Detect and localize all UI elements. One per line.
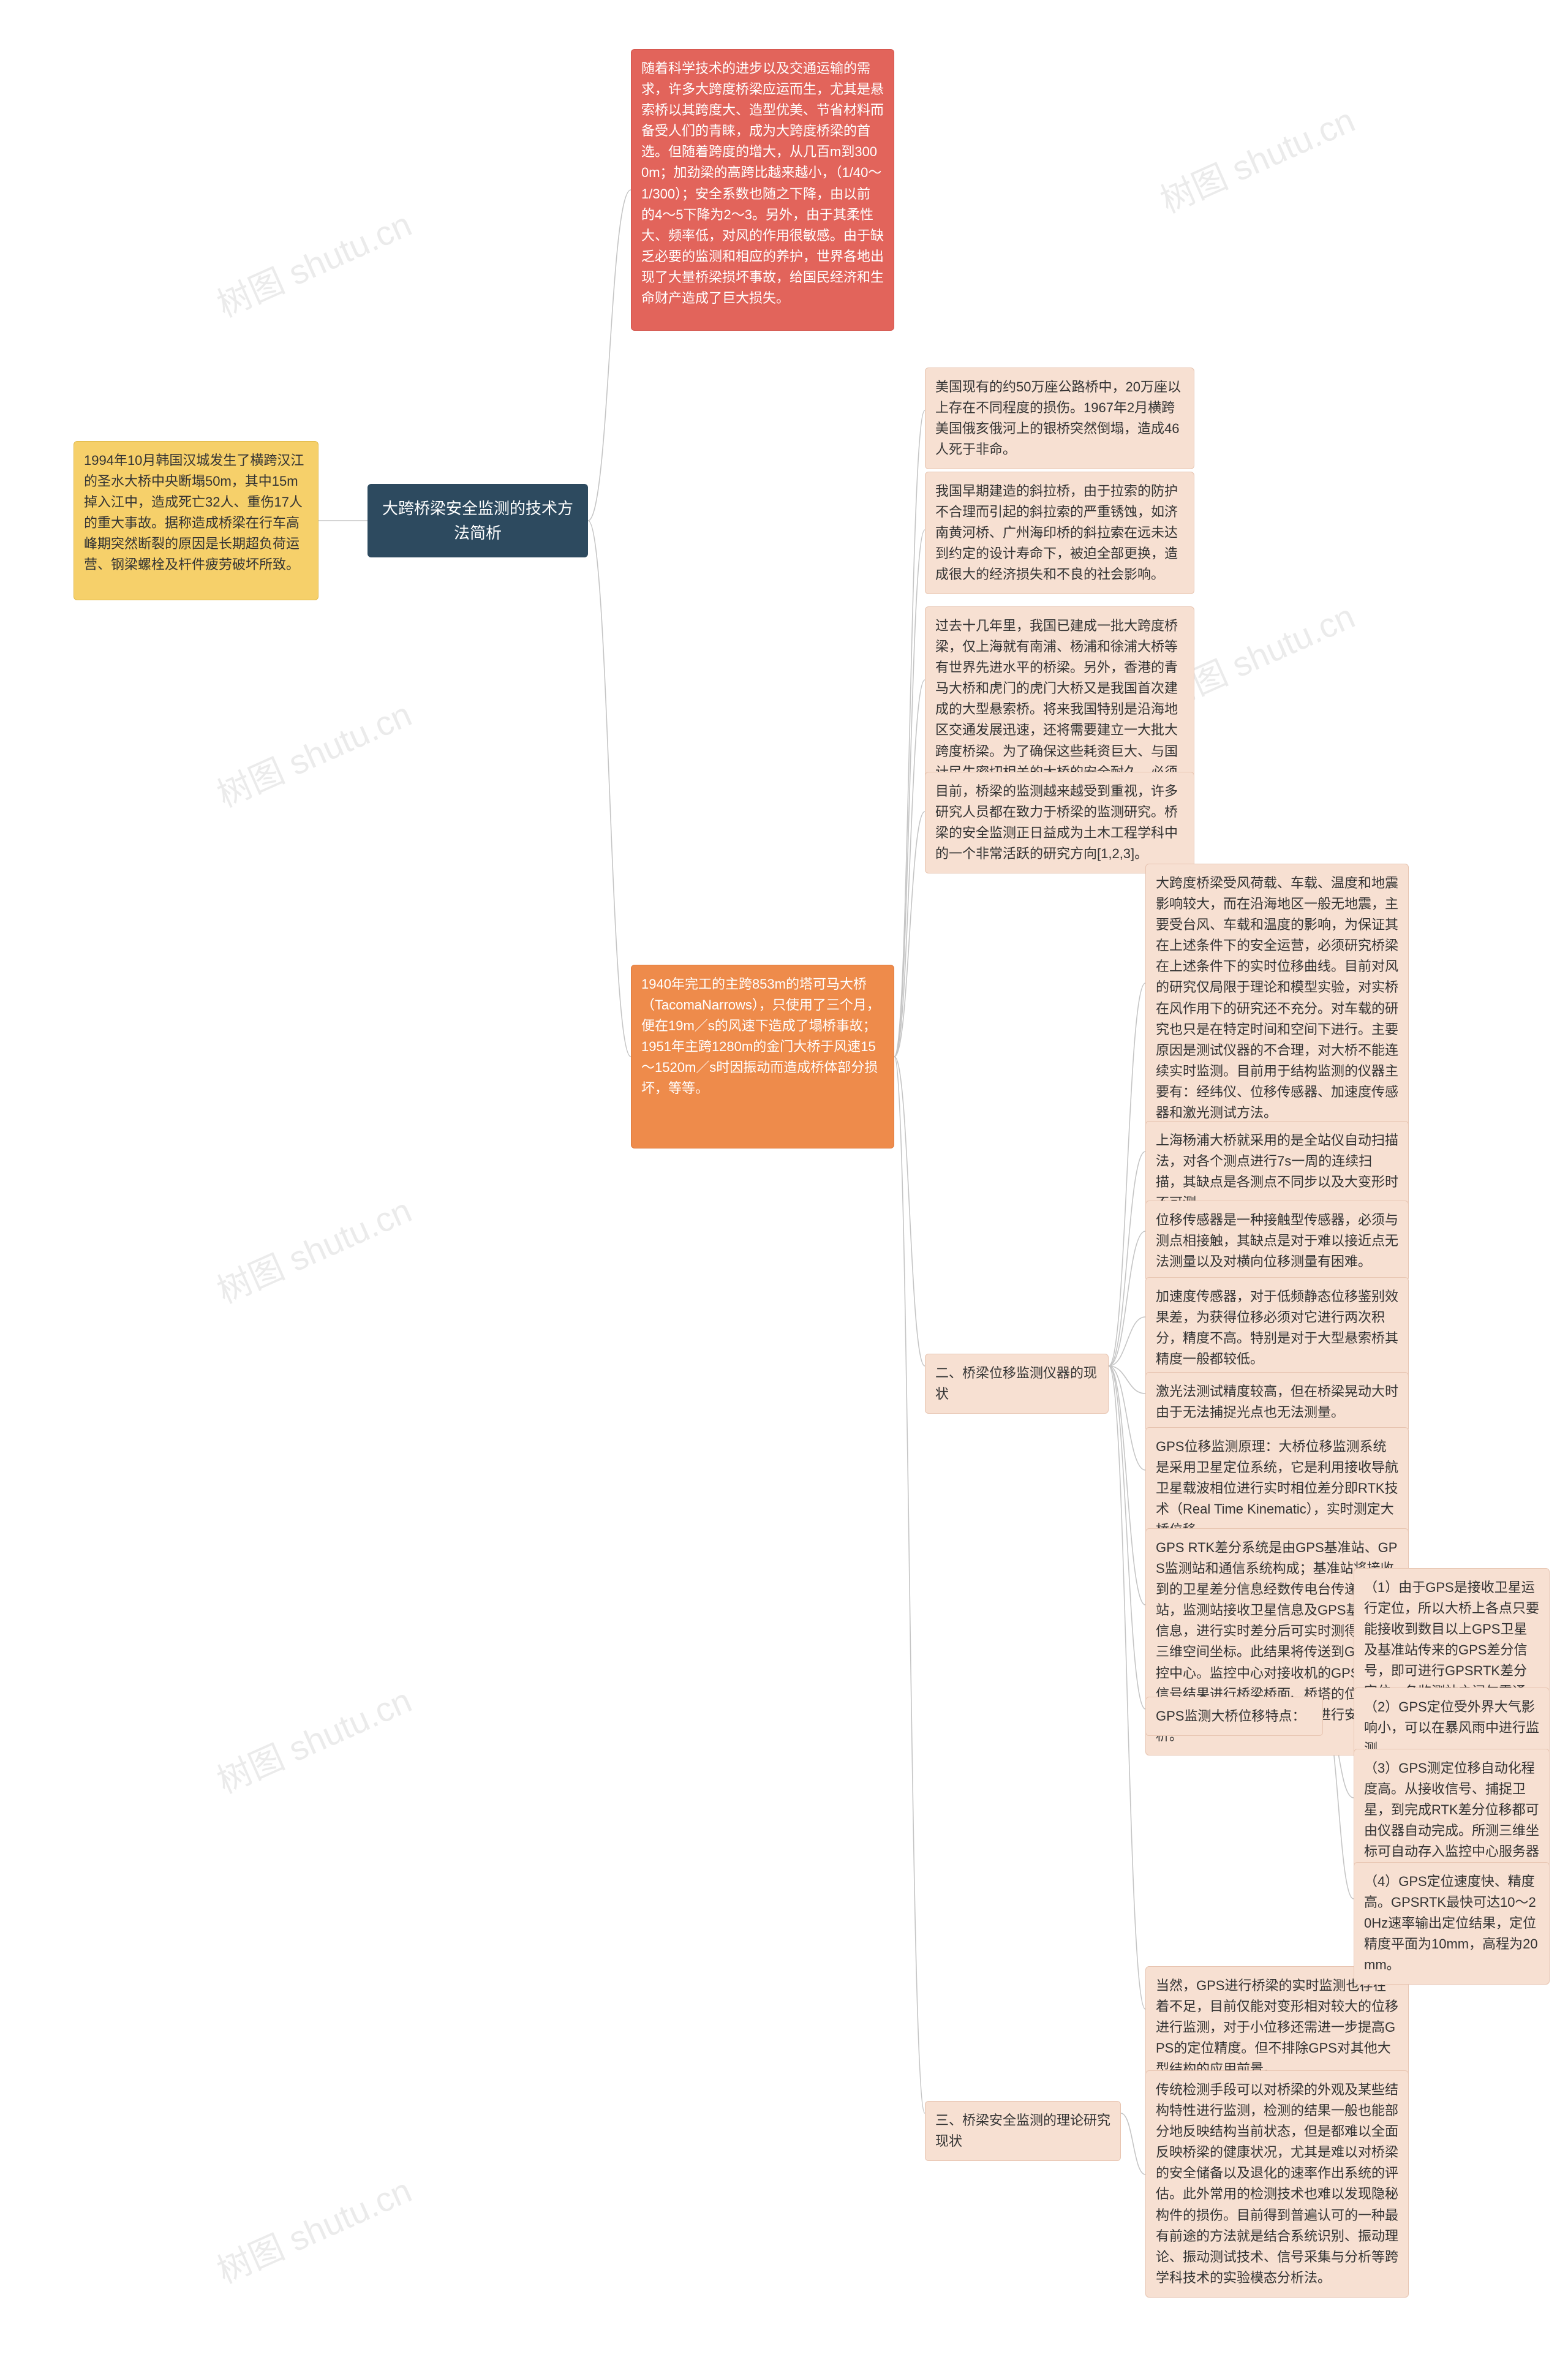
link-root-red <box>588 190 631 521</box>
link-orange-sec3 <box>894 1057 925 2113</box>
link-orange-p1 <box>894 410 925 1057</box>
node-sec3: 三、桥梁安全监测的理论研究现状 <box>925 2101 1121 2161</box>
node-r4: （4）GPS定位速度快、精度高。GPSRTK最快可达10～20Hz速率输出定位结… <box>1354 1862 1550 1985</box>
node-sec2: 二、桥梁位移监测仪器的现状 <box>925 1354 1109 1414</box>
link-sec3-q10 <box>1121 2113 1145 2174</box>
watermark: 树图 shutu.cn <box>1152 93 1362 223</box>
node-q4: 加速度传感器，对于低频静态位移鉴别效果差，为获得位移必须对它进行两次积分，精度不… <box>1145 1277 1409 1379</box>
node-orange: 1940年完工的主跨853m的塔可马大桥（TacomaNarrows），只使用了… <box>631 965 894 1148</box>
node-red: 随着科学技术的进步以及交通运输的需求，许多大跨度桥梁应运而生，尤其是悬索桥以其跨… <box>631 49 894 331</box>
link-sec2-q9 <box>1109 1366 1145 2009</box>
node-p1: 美国现有的约50万座公路桥中，20万座以上存在不同程度的损伤。1967年2月横跨… <box>925 368 1194 469</box>
watermark: 树图 shutu.cn <box>208 1673 418 1803</box>
watermark: 树图 shutu.cn <box>208 1183 418 1313</box>
node-p4: 目前，桥梁的监测越来越受到重视，许多研究人员都在致力于桥梁的监测研究。桥梁的安全… <box>925 772 1194 873</box>
watermark: 树图 shutu.cn <box>208 2163 418 2293</box>
node-yellow: 1994年10月韩国汉城发生了横跨汉江的圣水大桥中央断塌50m，其中15m掉入江… <box>74 441 318 600</box>
link-sec2-q4 <box>1109 1317 1145 1366</box>
node-q10: 传统检测手段可以对桥梁的外观及某些结构特性进行监测，检测的结果一般也能部分地反映… <box>1145 2070 1409 2298</box>
watermark: 树图 shutu.cn <box>208 687 418 817</box>
node-q8: GPS监测大桥位移特点： <box>1145 1697 1323 1736</box>
link-orange-p2 <box>894 530 925 1057</box>
node-p2: 我国早期建造的斜拉桥，由于拉索的防护不合理而引起的斜拉索的严重锈蚀，如济南黄河桥… <box>925 472 1194 594</box>
mindmap-canvas: 树图 shutu.cn 树图 shutu.cn 树图 shutu.cn 树图 shut… <box>0 0 1568 2357</box>
node-q5: 激光法测试精度较高，但在桥梁晃动大时由于无法捕捉光点也无法测量。 <box>1145 1372 1409 1432</box>
watermark: 树图 shutu.cn <box>208 197 418 327</box>
link-sec2-q1 <box>1109 983 1145 1366</box>
link-orange-p4 <box>894 812 925 1057</box>
link-orange-p3 <box>894 680 925 1057</box>
link-sec2-q6 <box>1109 1366 1145 1470</box>
link-sec2-q8 <box>1109 1366 1145 1709</box>
node-q3: 位移传感器是一种接触型传感器，必须与测点相接触，其缺点是对于难以接近点无法测量以… <box>1145 1201 1409 1281</box>
node-q1: 大跨度桥梁受风荷载、车载、温度和地震影响较大，而在沿海地区一般无地震，主要受台风… <box>1145 864 1409 1133</box>
link-sec2-q7 <box>1109 1366 1145 1605</box>
link-sec2-q3 <box>1109 1231 1145 1366</box>
link-orange-sec2 <box>894 1057 925 1366</box>
node-root: 大跨桥梁安全监测的技术方法简析 <box>368 484 588 557</box>
link-sec2-q5 <box>1109 1366 1145 1393</box>
link-root-orange <box>588 521 631 1057</box>
link-sec2-q2 <box>1109 1152 1145 1366</box>
